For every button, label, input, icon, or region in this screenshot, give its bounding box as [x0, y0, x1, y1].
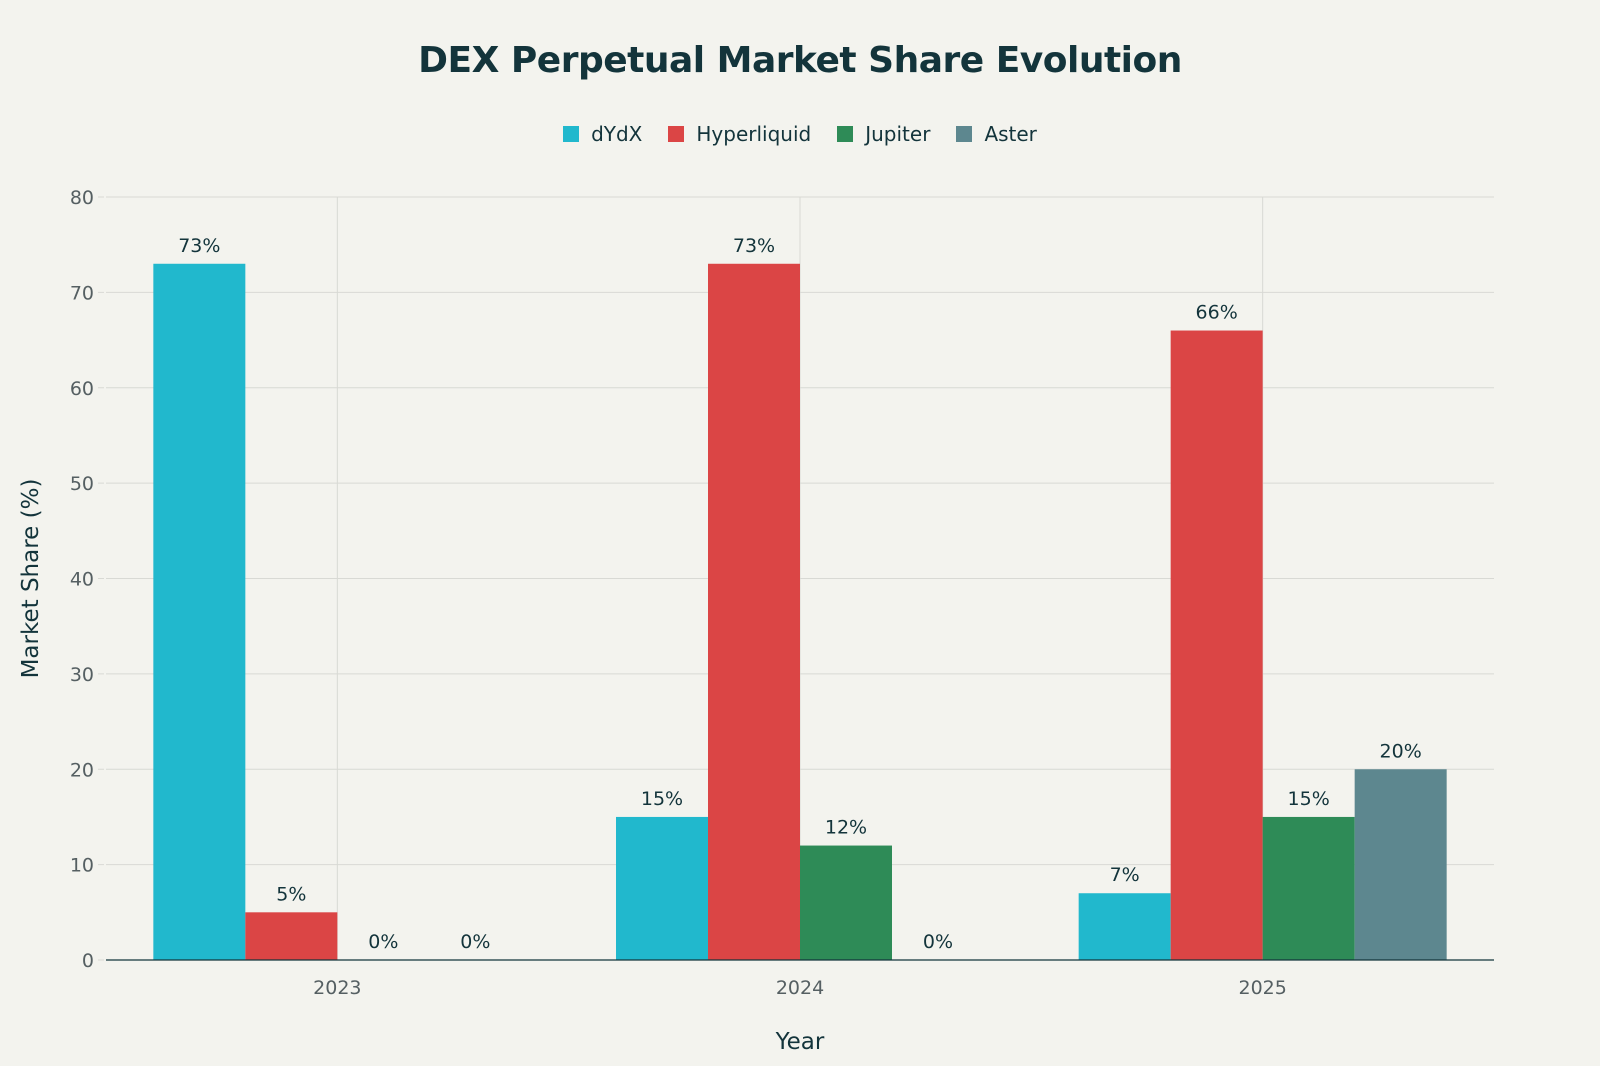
- bar-hyperliquid-2023: [245, 912, 338, 960]
- legend-swatch-jupiter: [837, 126, 854, 142]
- legend-swatch-aster: [956, 126, 973, 142]
- labels-layer: 73% 15% 7% 5% 73% 66% 0% 12% 15% 0% 0% 20%: [178, 235, 1422, 953]
- bar-jupiter-2024: [800, 845, 892, 960]
- y-tick-label-0: 0: [82, 950, 94, 972]
- y-tick-label-50: 50: [70, 473, 94, 495]
- y-axis-title: Market Share (%): [18, 479, 44, 679]
- legend-item-jupiter[interactable]: Jupiter: [837, 122, 930, 146]
- legend-item-dydx[interactable]: dYdX: [563, 122, 642, 146]
- legend-item-hyperliquid[interactable]: Hyperliquid: [668, 122, 811, 146]
- chart-legend: dYdX Hyperliquid Jupiter Aster: [0, 122, 1600, 146]
- y-tick-label-80: 80: [70, 187, 94, 209]
- bar-hyperliquid-2025: [1170, 330, 1263, 960]
- bar-aster-2025: [1354, 769, 1447, 960]
- bar-dydx-2023: [153, 263, 246, 960]
- data-label-hyperliquid-2023: 5%: [276, 883, 306, 905]
- bars-layer: [153, 263, 1447, 960]
- legend-swatch-dydx: [563, 126, 580, 142]
- data-label-aster-2024: 0%: [923, 931, 953, 953]
- data-label-hyperliquid-2024: 73%: [733, 235, 775, 257]
- legend-label-hyperliquid: Hyperliquid: [696, 122, 812, 146]
- legend-label-dydx: dYdX: [591, 122, 643, 146]
- y-tick-label-70: 70: [70, 282, 94, 304]
- legend-swatch-hyperliquid: [668, 126, 685, 142]
- data-label-dydx-2023: 73%: [178, 235, 220, 257]
- data-label-hyperliquid-2025: 66%: [1196, 302, 1238, 324]
- x-tick-label-2024: 2024: [776, 977, 824, 999]
- axes-layer: 0 10 20 30 40 50 60 70 80 2023 2024 2025 Year Market …: [18, 187, 1494, 1055]
- bar-dydx-2024: [616, 816, 708, 960]
- data-label-jupiter-2024: 12%: [825, 817, 867, 839]
- y-tick-label-30: 30: [70, 664, 94, 686]
- y-tick-label-10: 10: [70, 855, 94, 877]
- y-tick-label-20: 20: [70, 759, 94, 781]
- y-tick-label-60: 60: [70, 378, 94, 400]
- x-tick-label-2023: 2023: [313, 977, 361, 999]
- chart-title: DEX Perpetual Market Share Evolution: [418, 40, 1182, 81]
- data-label-dydx-2024: 15%: [641, 788, 683, 810]
- legend-label-jupiter: Jupiter: [865, 122, 931, 146]
- data-label-aster-2023: 0%: [460, 931, 490, 953]
- bar-dydx-2025: [1078, 893, 1171, 960]
- legend-item-aster[interactable]: Aster: [956, 122, 1037, 146]
- bar-jupiter-2025: [1262, 816, 1355, 960]
- data-label-dydx-2025: 7%: [1110, 864, 1140, 886]
- data-label-jupiter-2023: 0%: [368, 931, 398, 953]
- y-tick-label-40: 40: [70, 569, 94, 591]
- x-axis-title: Year: [775, 1029, 825, 1055]
- data-label-aster-2025: 20%: [1380, 740, 1422, 762]
- x-tick-label-2025: 2025: [1238, 977, 1286, 999]
- bar-hyperliquid-2024: [708, 263, 800, 960]
- legend-label-aster: Aster: [984, 122, 1037, 146]
- data-label-jupiter-2025: 15%: [1288, 788, 1330, 810]
